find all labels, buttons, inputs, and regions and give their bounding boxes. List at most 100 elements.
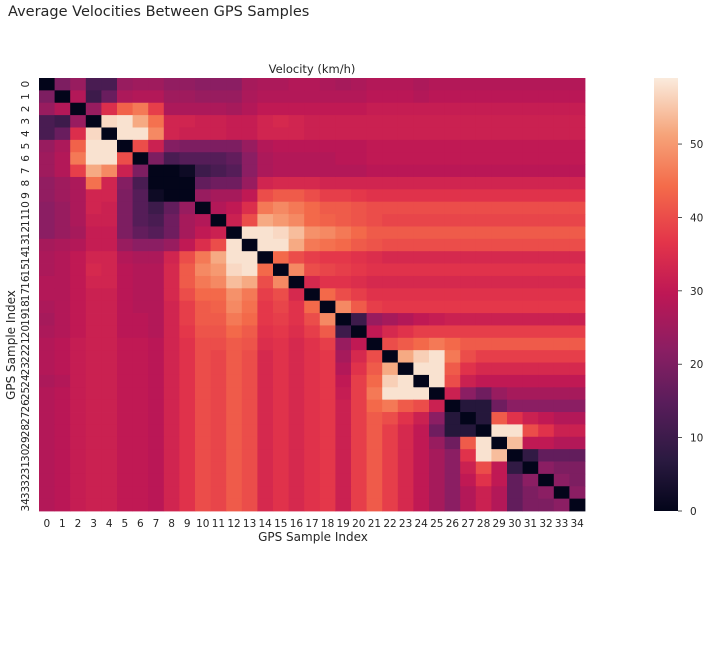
heatmap-cell — [491, 498, 508, 512]
heatmap-cell — [54, 288, 71, 302]
heatmap-cell — [273, 436, 289, 450]
heatmap-cell — [319, 115, 336, 128]
heatmap-cell — [210, 214, 227, 227]
heatmap-cell — [210, 152, 227, 165]
heatmap-cell — [257, 374, 274, 388]
heatmap-cell — [148, 362, 165, 376]
heatmap-cell — [54, 412, 71, 425]
heatmap-cell — [132, 90, 149, 104]
heatmap-cell — [148, 337, 165, 351]
x-tick-labels: 0 1 2 3 4 5 6 7 8 9 10 11 12 13 14 15 16 17 18 19 20 21 22 23 24… — [43, 518, 584, 530]
heatmap-cell — [569, 387, 586, 401]
heatmap-cell — [319, 127, 336, 141]
heatmap-cell — [257, 350, 274, 363]
heatmap-cell — [148, 226, 165, 240]
heatmap-cell — [351, 436, 367, 450]
heatmap-cell — [54, 201, 71, 215]
heatmap-cell — [39, 115, 55, 128]
heatmap-cell — [460, 436, 477, 450]
heatmap-cell — [335, 300, 352, 314]
heatmap-cell — [460, 325, 477, 339]
heatmap-cell — [413, 325, 430, 339]
heatmap-cell — [475, 164, 492, 178]
heatmap-cell — [101, 189, 118, 203]
heatmap-cell — [101, 263, 118, 277]
heatmap-cell — [444, 399, 461, 413]
heatmap-cell — [163, 498, 180, 512]
y-tick-label: 20 — [20, 325, 32, 338]
heatmap-cell — [366, 449, 383, 462]
heatmap-cell — [241, 275, 258, 289]
heatmap-cell — [226, 449, 243, 462]
heatmap-cell — [132, 374, 149, 388]
heatmap-cell — [475, 325, 492, 339]
heatmap-cell — [491, 399, 508, 413]
heatmap-cell — [70, 498, 87, 512]
heatmap-cell — [569, 152, 586, 165]
heatmap-cell — [210, 486, 227, 500]
heatmap-cell — [273, 152, 289, 165]
heatmap-cell — [85, 362, 102, 376]
heatmap-cell — [553, 436, 570, 450]
x-tick-label: 21 — [368, 518, 381, 530]
heatmap-cell — [319, 337, 336, 351]
heatmap-cell — [460, 251, 477, 264]
heatmap-cell — [117, 436, 133, 450]
y-tick-label: 14 — [20, 250, 32, 264]
heatmap-cell — [507, 350, 523, 363]
heatmap-cell — [70, 238, 87, 252]
x-tick-label: 28 — [477, 518, 490, 530]
heatmap-cell — [319, 461, 336, 475]
heatmap-cell — [569, 337, 586, 351]
heatmap-cell — [163, 313, 180, 326]
heatmap-cell — [397, 486, 414, 500]
heatmap-cell — [54, 164, 71, 178]
heatmap-cell — [195, 449, 211, 462]
heatmap-cell — [257, 313, 274, 326]
y-tick-label: 12 — [20, 226, 32, 239]
heatmap-cell — [382, 473, 399, 487]
x-tick-label: 23 — [399, 518, 412, 530]
heatmap-cell — [257, 176, 274, 190]
heatmap-cell — [413, 139, 430, 153]
heatmap-cell — [475, 412, 492, 425]
x-tick-label: 25 — [430, 518, 443, 530]
heatmap-cell — [132, 176, 149, 190]
heatmap-cell — [475, 399, 492, 413]
heatmap-cell — [553, 473, 570, 487]
heatmap-cell — [507, 387, 523, 401]
heatmap-cell — [39, 313, 55, 326]
heatmap-cell — [335, 313, 352, 326]
heatmap-cell — [101, 226, 118, 240]
heatmap-cell — [39, 399, 55, 413]
heatmap-cell — [195, 78, 211, 91]
heatmap-cell — [553, 226, 570, 240]
heatmap-cell — [382, 164, 399, 178]
heatmap-cell — [569, 238, 586, 252]
heatmap-cell — [39, 325, 55, 339]
heatmap-cell — [382, 362, 399, 376]
heatmap-cell — [85, 201, 102, 215]
heatmap-cell — [491, 226, 508, 240]
x-tick-label: 33 — [555, 518, 568, 530]
heatmap-cell — [444, 424, 461, 438]
heatmap-cell — [522, 436, 539, 450]
heatmap-cell — [210, 473, 227, 487]
heatmap-cell — [304, 449, 321, 462]
heatmap-cell — [273, 486, 289, 500]
heatmap-cell — [163, 201, 180, 215]
heatmap-cell — [117, 313, 133, 326]
heatmap-cell — [70, 300, 87, 314]
heatmap-cell — [101, 251, 118, 264]
heatmap-cell — [85, 498, 102, 512]
heatmap-cell — [397, 337, 414, 351]
heatmap-cell — [382, 251, 399, 264]
heatmap-cell — [257, 263, 274, 277]
heatmap-cell — [288, 387, 305, 401]
heatmap-cell — [39, 486, 55, 500]
heatmap-cell — [163, 127, 180, 141]
heatmap-cell — [195, 115, 211, 128]
heatmap-cell — [429, 251, 445, 264]
heatmap-cell — [101, 139, 118, 153]
heatmap-cell — [382, 412, 399, 425]
